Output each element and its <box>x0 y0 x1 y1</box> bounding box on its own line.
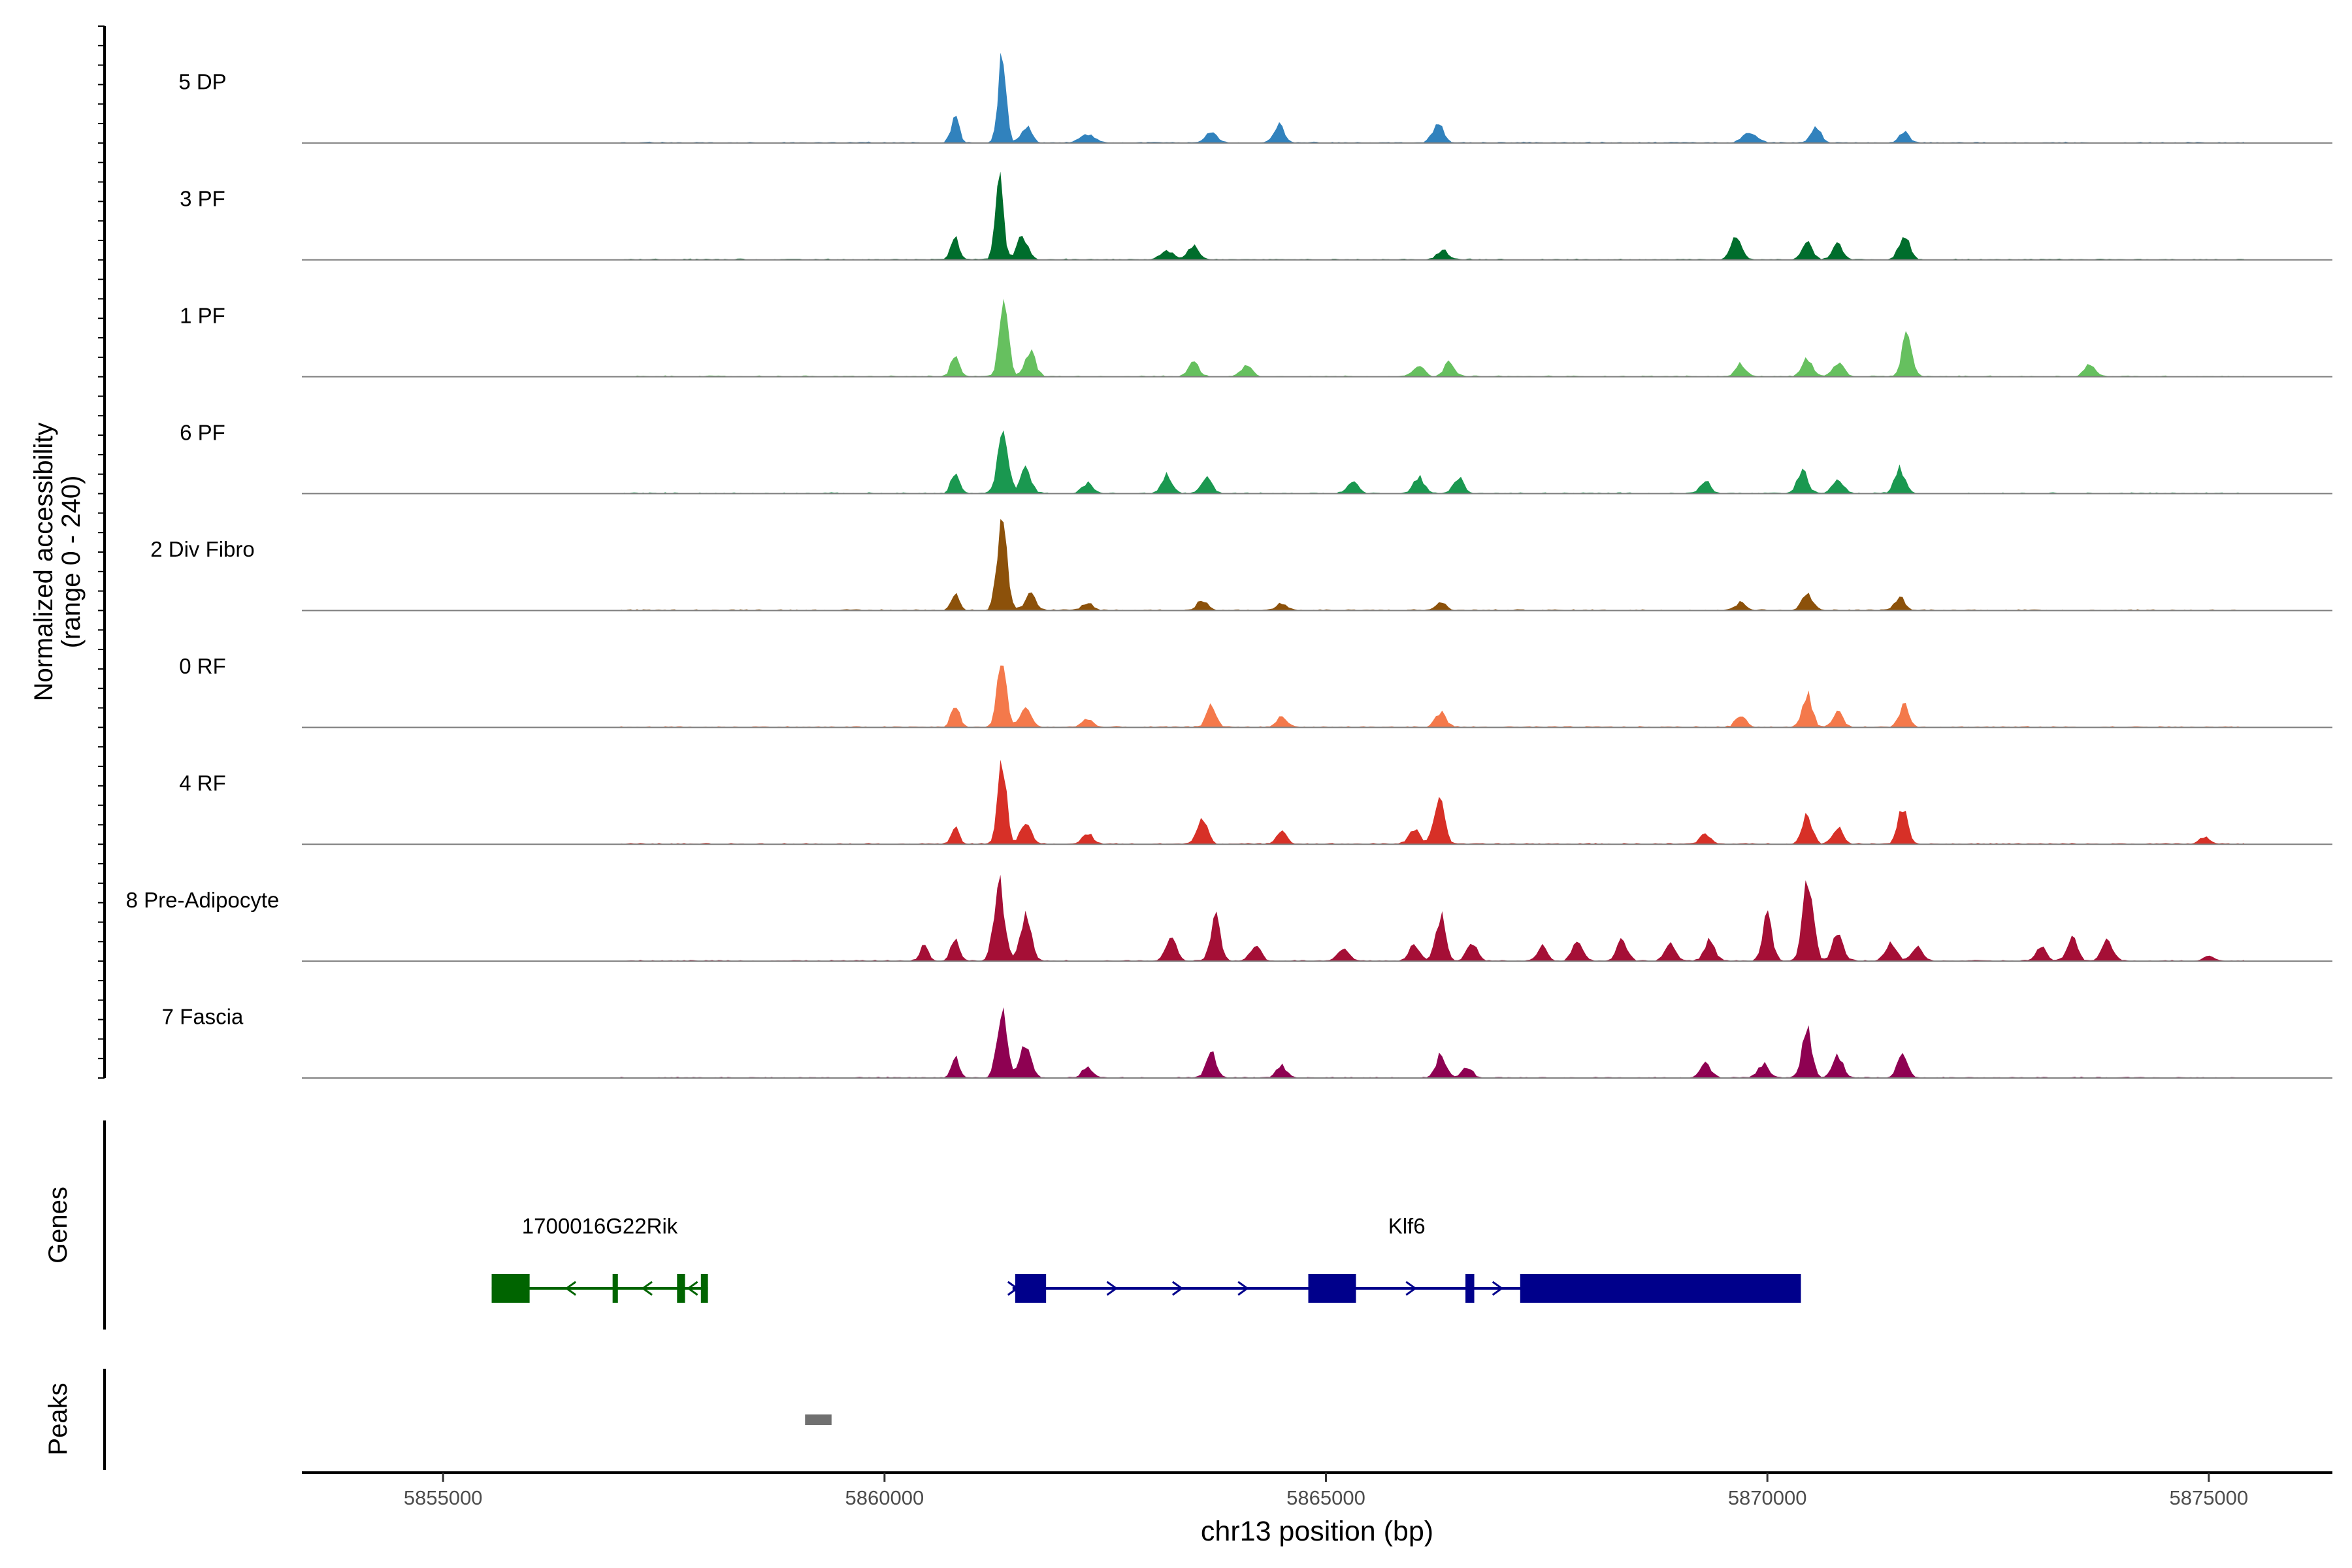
coverage-track: 3 PF <box>180 171 2332 261</box>
coverage-area <box>302 430 2244 494</box>
coverage-track: 6 PF <box>180 420 2332 495</box>
strand-arrow <box>641 1281 653 1296</box>
strand-arrow <box>564 1281 577 1296</box>
gene-exon <box>700 1274 708 1303</box>
x-tick-label: 5860000 <box>845 1486 924 1509</box>
strand-arrow <box>1007 1281 1019 1296</box>
coverage-track: 0 RF <box>179 654 2332 728</box>
track-label: 6 PF <box>180 420 225 444</box>
x-tick-label: 5875000 <box>2169 1486 2248 1509</box>
gene-exon <box>491 1274 530 1303</box>
strand-arrow <box>1237 1281 1249 1296</box>
gene-model: 1700016G22Rik <box>491 1214 708 1303</box>
coverage-area <box>302 171 2244 260</box>
x-axis-title: chr13 position (bp) <box>1201 1516 1433 1547</box>
coverage-area <box>302 759 2244 845</box>
x-tick-label: 5870000 <box>1728 1486 1807 1509</box>
track-label: 1 PF <box>180 303 225 327</box>
coverage-track: 4 RF <box>179 759 2332 845</box>
coverage-tracks: 5 DP 3 PF 1 PF 6 PF 2 Div Fibro 0 RF 4 RF 8 Pre… <box>98 25 2332 1079</box>
gene-exon <box>1520 1274 1801 1303</box>
gene-exon <box>1015 1274 1047 1303</box>
coverage-area <box>302 665 2244 728</box>
coverage-area <box>302 875 2244 962</box>
coverage-track: 1 PF <box>180 299 2332 378</box>
track-label: 2 Div Fibro <box>150 537 255 561</box>
gene-label: Klf6 <box>1388 1214 1426 1238</box>
coverage-area <box>302 299 2244 377</box>
track-label: 3 PF <box>180 186 225 210</box>
x-axis: 5855000 5860000 5865000 5870000 5875000 <box>302 1471 2332 1509</box>
coverage-track: 5 DP <box>178 52 2332 144</box>
gene-exon <box>1465 1274 1475 1303</box>
x-tick-label: 5865000 <box>1286 1486 1365 1509</box>
y-axis-title: Normalized accessibility <box>29 423 58 702</box>
coverage-track: 2 Div Fibro <box>150 519 2332 612</box>
track-label: 5 DP <box>178 70 226 94</box>
track-label: 8 Pre-Adipocyte <box>126 888 280 912</box>
peaks-panel-title: Peaks <box>44 1382 73 1455</box>
coverage-area <box>302 519 2244 611</box>
peak-region <box>805 1414 832 1425</box>
gene-exon <box>677 1274 685 1303</box>
track-label: 7 Fascia <box>162 1005 244 1029</box>
coverage-area <box>302 1007 2244 1078</box>
strand-arrow <box>1106 1281 1119 1296</box>
coverage-track: 8 Pre-Adipocyte <box>126 875 2332 962</box>
track-label: 4 RF <box>179 771 226 795</box>
strand-arrow <box>687 1281 698 1296</box>
track-label: 0 RF <box>179 654 226 678</box>
gene-model: Klf6 <box>1007 1214 1801 1303</box>
x-tick-label: 5855000 <box>404 1486 483 1509</box>
genes-panel-title: Genes <box>44 1186 73 1264</box>
peaks-panel: Peaks <box>44 1369 832 1470</box>
strand-arrow <box>1492 1281 1504 1296</box>
gene-exon <box>612 1274 618 1303</box>
y-axis-title-range: (range 0 - 240) <box>57 476 86 649</box>
strand-arrow <box>1405 1281 1417 1296</box>
gene-label: 1700016G22Rik <box>522 1214 678 1238</box>
coverage-track: 7 Fascia <box>162 1005 2332 1079</box>
strand-arrow <box>1171 1281 1184 1296</box>
coverage-area <box>302 52 2244 143</box>
genes-panel: Genes 1700016G22Rik Klf6 <box>44 1120 1801 1330</box>
gene-exon <box>1308 1274 1356 1303</box>
